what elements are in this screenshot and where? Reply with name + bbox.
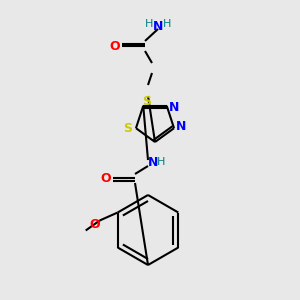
Text: N: N: [148, 155, 158, 169]
Text: N: N: [176, 120, 186, 133]
Text: N: N: [153, 20, 163, 32]
Text: O: O: [110, 40, 120, 52]
Text: O: O: [89, 218, 100, 231]
Text: N: N: [169, 101, 179, 114]
Text: S: S: [124, 122, 133, 135]
Text: S: S: [142, 95, 152, 108]
Text: H: H: [163, 19, 171, 29]
Text: O: O: [101, 172, 111, 184]
Text: H: H: [145, 19, 153, 29]
Text: H: H: [157, 157, 165, 167]
